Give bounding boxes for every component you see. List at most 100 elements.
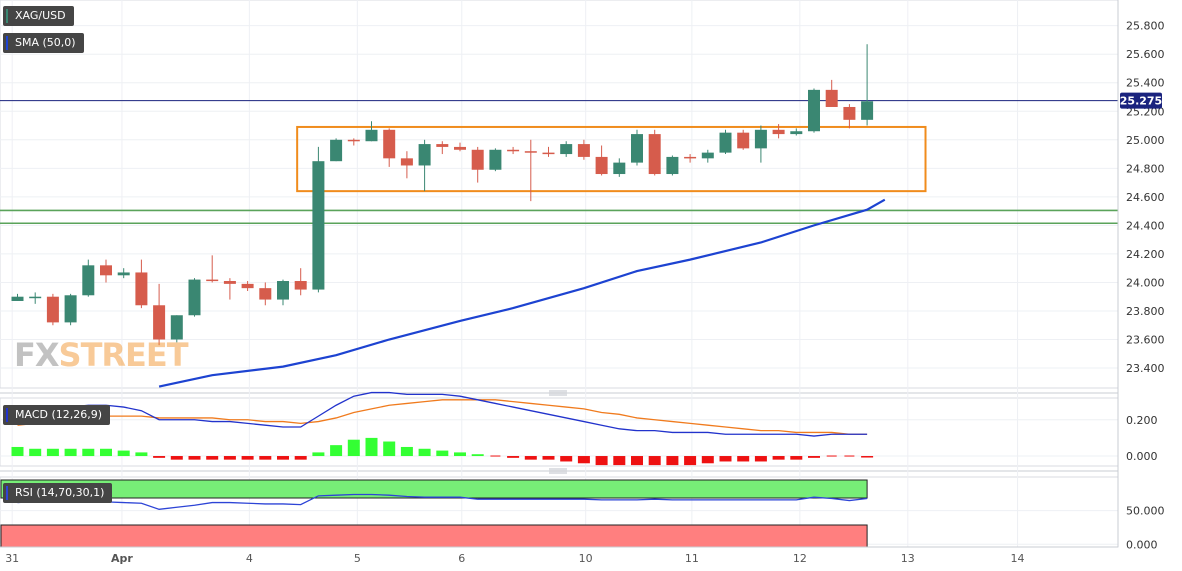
candle-body [383,129,396,159]
macd-pane-frame [0,397,1119,467]
candle [46,293,59,326]
macd-histogram-bar [259,456,272,460]
candle [808,88,820,133]
macd-histogram-bar [454,452,466,457]
candle-body [577,144,590,157]
candle-body [11,296,24,301]
candle [631,129,643,166]
candle-body [117,272,130,276]
macd-histogram-bar [188,456,201,460]
consolidation-box [296,125,927,193]
price-y-tick-label: 25.000 [1126,134,1165,147]
macd-histogram-bar [64,448,77,457]
candle [595,145,608,176]
candle-body [560,144,573,155]
candle [82,259,95,297]
candle [542,146,555,157]
candle-body [489,149,502,170]
rsi-y-tick-label: 0.000 [1126,538,1158,551]
macd-histogram-bar [117,450,130,457]
macd-histogram-bar [418,448,431,457]
macd-histogram-bar [223,456,236,460]
candle-body [365,129,378,142]
macd-histogram-bar [701,456,714,464]
candle [135,259,148,309]
macd-histogram-bar [542,456,555,460]
macd-histogram-bar [808,456,820,458]
candle-body [436,144,449,147]
rsi-pane [0,479,868,548]
candle-body [524,151,537,153]
candle-body [454,146,466,150]
x-tick-label: 14 [1011,552,1025,565]
candle [489,148,502,172]
macd-histogram-bar [754,456,767,462]
candle [560,141,573,157]
watermark-logo: FXSTREET [14,336,189,374]
candle [170,315,183,343]
candle-body [684,156,697,159]
macd-histogram-bar [471,454,484,457]
macd-histogram-bar [46,448,59,457]
macd-line [17,391,868,437]
candle [241,281,254,291]
candle [684,154,697,163]
candle [666,155,679,176]
macd-histogram-bar [436,450,449,457]
candle-body [153,305,166,340]
macd-histogram-bar [400,446,413,457]
candle [701,149,714,163]
macd-histogram-bar [100,448,112,457]
candle [347,138,360,146]
x-tick-label: 13 [901,552,915,565]
price-y-tick-label: 24.400 [1126,219,1165,232]
macd-histogram-bar [11,446,24,457]
sma-50-line [158,198,886,388]
candle-body [737,132,750,149]
candle-body [418,144,431,166]
macd-histogram-bar [577,456,590,464]
macd-histogram-bar [507,456,520,458]
candle [436,141,449,155]
candle [188,278,201,317]
rsi-line [17,493,868,510]
macd-histogram-bar [29,448,42,457]
candle [524,139,537,202]
x-tick-label: 4 [246,552,253,565]
x-tick-label: Apr [111,552,133,565]
macd-histogram-bar [170,456,183,460]
candle [330,138,343,162]
candle-body [259,288,272,300]
price-y-tick-label: 24.000 [1126,276,1165,289]
candle-body [648,134,661,175]
candle-body [790,131,803,135]
macd-histogram-bar [330,445,343,457]
candle-body [666,156,679,175]
candle [365,121,378,142]
macd-histogram-bar [719,456,732,462]
candle [206,255,219,283]
price-y-tick-label: 24.600 [1126,191,1165,204]
price-y-tick-label: 25.800 [1126,20,1165,33]
candle [507,146,520,155]
macd-histogram-bar [861,456,874,458]
sma-legend-label: SMA (50,0) [3,33,84,53]
macd-histogram-bar [312,452,325,457]
macd-histogram-bar [365,437,378,457]
price-y-tick-label: 24.200 [1126,248,1165,261]
macd-histogram-bar [153,456,166,458]
macd-histogram-bar [135,452,148,457]
rsi-y-tick-label: 50.000 [1126,505,1165,518]
candle [259,282,272,306]
candle-body [825,89,838,107]
candle-body [330,139,343,162]
macd-histogram-bar [684,456,697,466]
rsi-overbought-zone [0,479,868,499]
macd-histogram-bar [613,456,626,466]
rsi-legend-label: RSI (14,70,30,1) [3,483,113,503]
macd-histogram-bar [524,456,537,460]
candle-body [46,296,59,323]
candle [11,293,24,301]
candle [454,142,466,152]
candle-body [861,101,874,120]
